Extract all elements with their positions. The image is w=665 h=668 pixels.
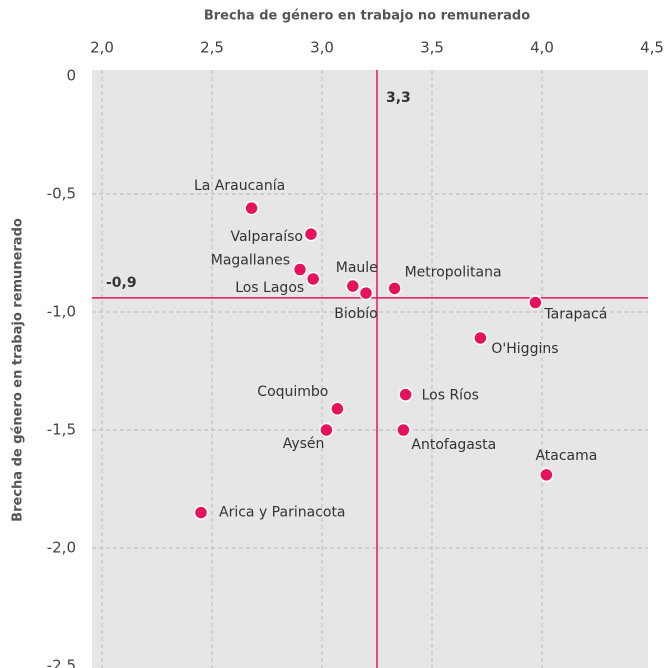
x-tick-label: 2,5 bbox=[200, 39, 224, 57]
x-tick-label: 4,5 bbox=[640, 39, 664, 57]
point-label: La Araucanía bbox=[194, 178, 285, 194]
x-tick-label: 4,0 bbox=[530, 39, 554, 57]
y-tick-label: -1,0 bbox=[47, 303, 76, 321]
y-tick-label: -2,0 bbox=[47, 539, 76, 557]
point bbox=[387, 281, 402, 296]
point bbox=[528, 295, 543, 310]
y-axis-title: Brecha de género en trabajo remunerado bbox=[11, 218, 26, 522]
point bbox=[193, 505, 209, 520]
point bbox=[319, 422, 334, 438]
y-tick-label: -0,5 bbox=[47, 185, 76, 203]
y-tick-label: -2,5 bbox=[47, 657, 76, 668]
x-tick-label: 3,5 bbox=[420, 39, 444, 57]
point-label: Los Lagos bbox=[235, 280, 304, 296]
point bbox=[539, 467, 554, 483]
y-tick-label: -1,5 bbox=[47, 421, 76, 439]
point-label: Maule bbox=[336, 260, 378, 276]
point-label: Antofagasta bbox=[411, 437, 496, 453]
point bbox=[396, 422, 411, 438]
reference-label: -0,9 bbox=[106, 275, 137, 291]
reference-label: 3,3 bbox=[386, 90, 411, 106]
point-label: Magallanes bbox=[211, 253, 290, 269]
x-tick-label: 3,0 bbox=[310, 39, 334, 57]
point-label: Valparaíso bbox=[230, 229, 303, 245]
plot-background bbox=[92, 70, 648, 668]
y-tick-label: 0 bbox=[66, 67, 76, 85]
point bbox=[305, 271, 321, 287]
point-label: Los Ríos bbox=[422, 388, 479, 404]
point bbox=[244, 200, 259, 216]
point bbox=[330, 401, 345, 417]
point-label: Arica y Parinacota bbox=[219, 505, 346, 521]
point bbox=[303, 226, 319, 242]
point-label: Biobío bbox=[334, 306, 377, 322]
point-label: Coquimbo bbox=[257, 384, 328, 400]
point-label: Metropolitana bbox=[405, 264, 502, 280]
point-label: O'Higgins bbox=[491, 341, 558, 357]
point bbox=[345, 278, 361, 294]
x-axis-title: Brecha de género en trabajo no remunerad… bbox=[204, 9, 530, 24]
point-label: Tarapacá bbox=[543, 307, 607, 323]
point bbox=[292, 262, 308, 277]
x-tick-label: 2,0 bbox=[90, 39, 114, 57]
point bbox=[358, 285, 374, 301]
point bbox=[398, 387, 413, 402]
point-label: Atacama bbox=[535, 448, 597, 464]
point-label: Aysén bbox=[283, 436, 325, 452]
point bbox=[473, 330, 488, 346]
